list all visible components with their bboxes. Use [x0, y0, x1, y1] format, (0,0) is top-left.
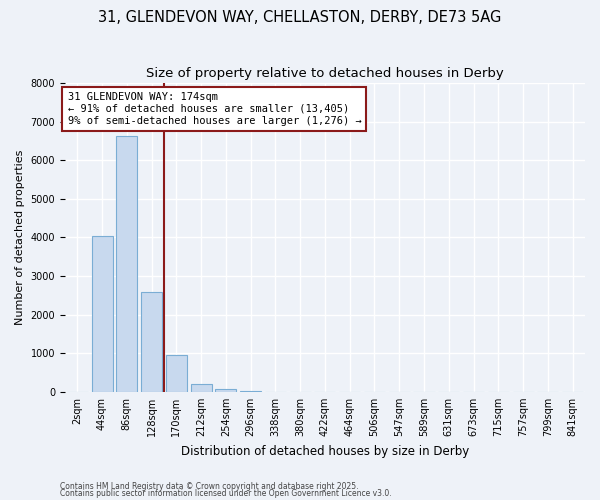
Bar: [191, 384, 212, 392]
Bar: [240, 391, 261, 392]
Bar: [116, 136, 137, 392]
Bar: [92, 236, 113, 392]
Y-axis label: Number of detached properties: Number of detached properties: [15, 150, 25, 325]
X-axis label: Distribution of detached houses by size in Derby: Distribution of detached houses by size …: [181, 444, 469, 458]
Bar: [141, 292, 162, 392]
Text: Contains HM Land Registry data © Crown copyright and database right 2025.: Contains HM Land Registry data © Crown c…: [60, 482, 359, 491]
Bar: [215, 390, 236, 392]
Text: 31 GLENDEVON WAY: 174sqm
← 91% of detached houses are smaller (13,405)
9% of sem: 31 GLENDEVON WAY: 174sqm ← 91% of detach…: [68, 92, 361, 126]
Title: Size of property relative to detached houses in Derby: Size of property relative to detached ho…: [146, 68, 504, 80]
Text: Contains public sector information licensed under the Open Government Licence v3: Contains public sector information licen…: [60, 490, 392, 498]
Text: 31, GLENDEVON WAY, CHELLASTON, DERBY, DE73 5AG: 31, GLENDEVON WAY, CHELLASTON, DERBY, DE…: [98, 10, 502, 25]
Bar: [166, 355, 187, 392]
